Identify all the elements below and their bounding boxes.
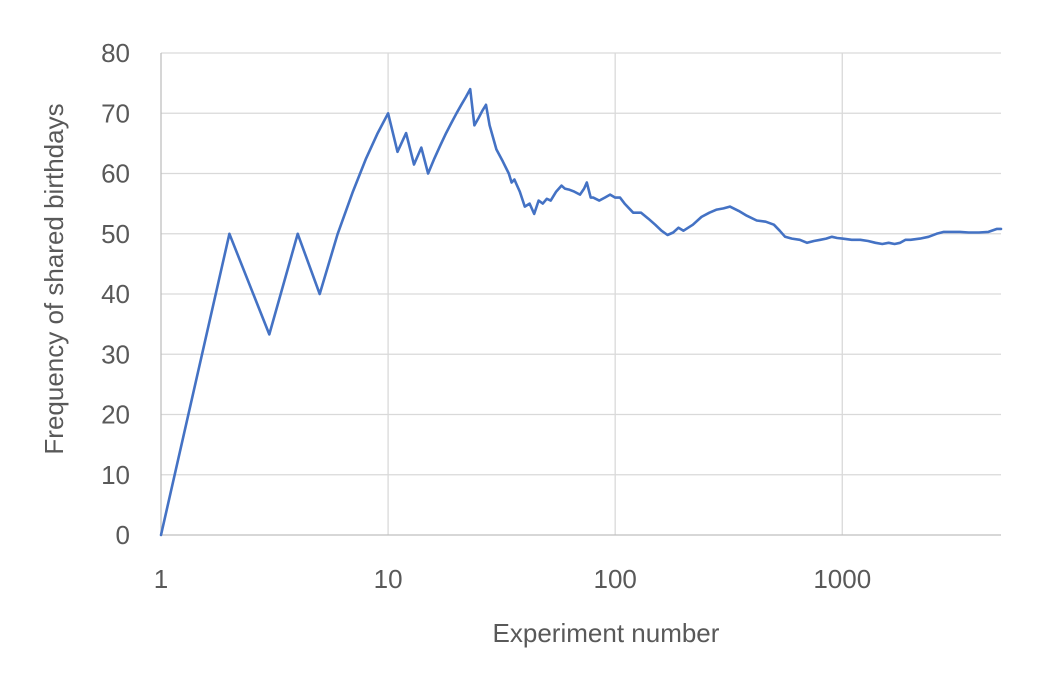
gridlines: [161, 52, 1001, 535]
x-axis-title: Experiment number: [493, 618, 720, 648]
x-tick-label: 100: [593, 564, 636, 594]
y-tick-label: 70: [101, 98, 130, 128]
x-tick-label: 1000: [813, 564, 871, 594]
y-tick-label: 30: [101, 339, 130, 369]
x-tick-label: 1: [154, 564, 168, 594]
x-tick-labels: 1 10 100 1000: [154, 564, 871, 594]
y-tick-labels: 0 10 20 30 40 50 60 70 80: [101, 38, 130, 550]
series-line: [159, 87, 1003, 537]
x-tick-label: 10: [374, 564, 403, 594]
axes: [160, 53, 1001, 536]
y-tick-label: 80: [101, 38, 130, 68]
y-tick-label: 20: [101, 400, 130, 430]
y-tick-label: 60: [101, 159, 130, 189]
y-tick-label: 10: [101, 460, 130, 490]
series-layer: [159, 87, 1003, 537]
y-tick-label: 40: [101, 279, 130, 309]
y-tick-label: 0: [116, 520, 130, 550]
y-axis-title: Frequency of shared birthdays: [39, 103, 69, 454]
y-tick-label: 50: [101, 219, 130, 249]
